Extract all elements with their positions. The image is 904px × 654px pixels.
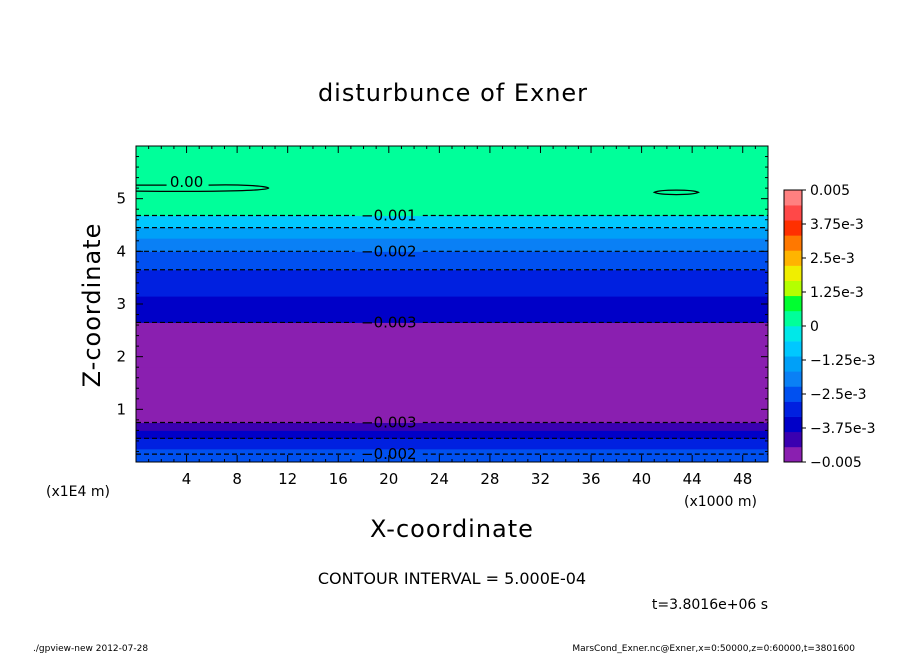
color-bands (136, 146, 768, 463)
x-axis-ticks: 4 8 12 16 20 24 28 32 36 40 44 48 (148, 146, 756, 488)
color-band-10 (136, 259, 768, 271)
x-tick-label-3: 16 (329, 470, 348, 488)
colorbar-swatch-9 (784, 310, 802, 327)
color-band-14 (136, 215, 768, 229)
colorbar-label-5: −1.25e-3 (810, 353, 875, 369)
y-tick-label-2: 3 (116, 295, 126, 313)
y-tick-label-4: 5 (116, 190, 126, 208)
color-band-8 (136, 296, 768, 323)
y-axis-ticks: 1 2 3 4 5 (116, 156, 768, 452)
color-band-3 (136, 430, 768, 439)
colorbar-swatch-10 (784, 295, 802, 312)
x-tick-label-1: 8 (232, 470, 242, 488)
x-tick-label-6: 28 (480, 470, 499, 488)
colorbar-swatch-5 (784, 371, 802, 387)
y-tick-label-3: 4 (116, 242, 126, 260)
colorbar-swatch-17 (784, 190, 802, 206)
plot-area: −0.002 −0.003 −0.003 −0.002 −0.001 0.00 (135, 145, 769, 463)
chart-title: disturbunce of Exner (318, 79, 588, 107)
contour-label-7: −0.001 (361, 207, 417, 225)
x-tick-label-7: 32 (531, 470, 550, 488)
color-band-1 (136, 448, 768, 458)
colorbar-swatch-16 (784, 205, 802, 221)
color-band-2 (136, 438, 768, 450)
colorbar-label-8: −0.005 (810, 455, 862, 471)
colorbar-swatch-8 (784, 326, 802, 342)
colorbar: 0.005 3.75e-3 2.5e-3 1.25e-3 0 −1.25e-3 −2.5e-… (783, 183, 875, 471)
color-band-11 (136, 251, 768, 260)
colorbar-swatch-11 (784, 280, 802, 297)
zero-contour-0 (135, 184, 270, 193)
colorbar-swatch-3 (784, 401, 802, 417)
color-band-6 (136, 367, 768, 413)
colorbar-swatch-14 (784, 235, 802, 251)
colorbar-label-4: 0 (810, 319, 819, 335)
colorbar-swatch-12 (784, 265, 802, 281)
zero-contour-label-0: 0.00 (170, 173, 203, 191)
x-tick-label-2: 12 (278, 470, 297, 488)
time-label: t=3.8016e+06 s (652, 597, 768, 613)
footer-right: MarsCond_Exner.nc@Exner,x=0:50000,z=0:60… (572, 644, 855, 654)
colorbar-swatch-1 (784, 431, 802, 448)
x-axis-label: X-coordinate (370, 515, 534, 543)
colorbar-swatch-15 (784, 220, 802, 236)
x-unit-label: (x1000 m) (684, 494, 757, 510)
colorbar-label-0: 0.005 (810, 183, 850, 199)
contour-label-5: −0.002 (361, 242, 417, 260)
footer-left: ./gpview-new 2012-07-28 (33, 644, 148, 654)
x-tick-label-5: 24 (430, 470, 449, 488)
color-band-7 (136, 322, 768, 368)
color-band-4 (136, 422, 768, 431)
colorbar-swatch-4 (784, 386, 802, 402)
colorbar-swatch-13 (784, 250, 802, 266)
y-tick-label-1: 2 (116, 348, 126, 366)
colorbar-swatch-2 (784, 416, 802, 433)
contour-label-0: −0.002 (361, 445, 417, 463)
contour-label-2: −0.003 (361, 414, 417, 432)
color-band-13 (136, 227, 768, 239)
colorbar-label-2: 2.5e-3 (810, 251, 855, 267)
x-tick-label-10: 44 (683, 470, 702, 488)
colorbar-label-3: 1.25e-3 (810, 285, 864, 301)
color-band-15 (136, 146, 768, 217)
colorbar-label-6: −2.5e-3 (810, 387, 867, 403)
x-tick-label-9: 40 (632, 470, 651, 488)
zero-contour-1 (652, 189, 700, 196)
color-band-9 (136, 269, 768, 297)
x-tick-label-8: 36 (581, 470, 600, 488)
y-axis-label: Z-coordinate (78, 223, 106, 388)
x-tick-label-11: 48 (733, 470, 752, 488)
contour-lines: −0.002 −0.003 −0.003 −0.002 −0.001 0.00 (135, 173, 768, 463)
colorbar-label-7: −3.75e-3 (810, 421, 875, 437)
colorbar-swatch-7 (784, 341, 802, 357)
y-tick-label-0: 1 (116, 400, 126, 418)
colorbar-swatch-0 (784, 446, 802, 463)
x-tick-label-4: 20 (379, 470, 398, 488)
contour-label-3: −0.003 (361, 313, 417, 331)
color-band-12 (136, 238, 768, 252)
colorbar-swatch-6 (784, 356, 802, 372)
contour-interval-label: CONTOUR INTERVAL = 5.000E-04 (318, 569, 586, 588)
y-unit-label: (x1E4 m) (46, 484, 110, 500)
color-band-5 (136, 411, 768, 423)
x-tick-label-0: 4 (182, 470, 192, 488)
colorbar-label-1: 3.75e-3 (810, 217, 864, 233)
